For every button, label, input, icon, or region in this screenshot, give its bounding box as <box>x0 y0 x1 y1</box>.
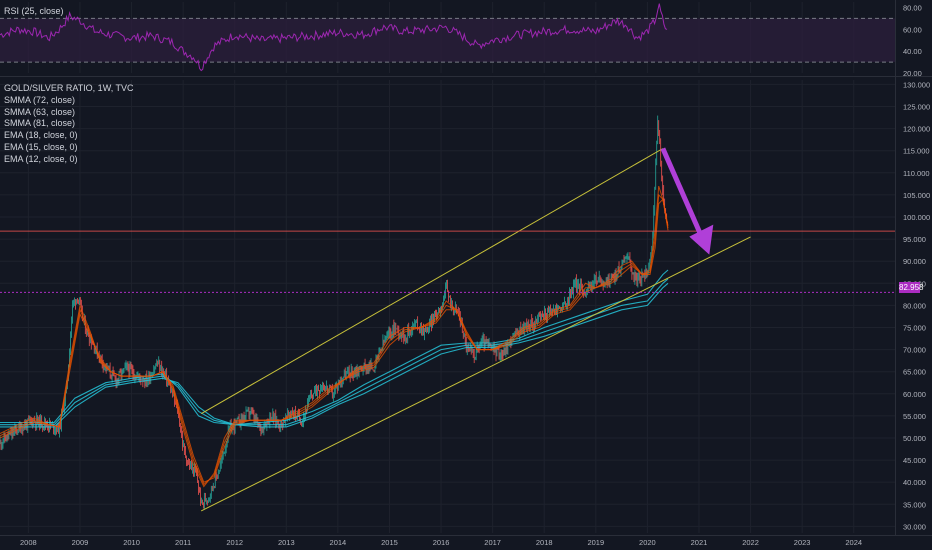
y-tick-label: 35.000 <box>903 500 926 509</box>
legend-smma-72: SMMA (72, close) <box>4 94 76 105</box>
y-tick-label: 30.000 <box>903 522 926 531</box>
projection-arrow-head <box>689 224 714 255</box>
x-tick-label: 2019 <box>587 538 604 547</box>
y-tick-label: 70.000 <box>903 346 926 355</box>
x-tick-label: 2021 <box>691 538 708 547</box>
x-tick-label: 2008 <box>20 538 37 547</box>
x-tick-label: 2014 <box>330 538 347 547</box>
y-tick-label: 125.000 <box>903 103 930 112</box>
rsi-tick-label: 40.00 <box>903 47 922 56</box>
y-tick-label: 115.000 <box>903 147 930 156</box>
x-tick-label: 2022 <box>742 538 759 547</box>
projection-arrow-shaft <box>660 147 706 242</box>
axes: 130.000 125.000 120.000 115.000 110.000 105.0… <box>20 3 930 547</box>
rsi-tick-label: 60.00 <box>903 25 922 34</box>
legend-ema-15: EMA (15, close, 0) <box>4 141 78 152</box>
x-tick-label: 2012 <box>226 538 243 547</box>
rsi-tick-label: 20.00 <box>903 69 922 78</box>
price-panel <box>0 115 895 512</box>
x-tick-label: 2023 <box>794 538 811 547</box>
legend-ema-18: EMA (18, close, 0) <box>4 130 78 141</box>
current-price-label: 82.958 <box>899 282 924 293</box>
x-tick-label: 2010 <box>123 538 140 547</box>
y-tick-label: 50.000 <box>903 434 926 443</box>
y-tick-label: 60.000 <box>903 390 926 399</box>
x-tick-label: 2009 <box>72 538 89 547</box>
x-tick-label: 2016 <box>433 538 450 547</box>
x-tick-label: 2024 <box>845 538 862 547</box>
x-tick-label: 2011 <box>175 538 191 547</box>
x-tick-label: 2018 <box>536 538 553 547</box>
legend-smma-81: SMMA (81, close) <box>4 118 76 129</box>
y-tick-label: 80.000 <box>903 301 926 310</box>
rsi-line <box>0 3 668 72</box>
y-tick-label: 105.000 <box>903 191 930 200</box>
x-tick-label: 2017 <box>484 538 501 547</box>
y-tick-label: 40.000 <box>903 478 926 487</box>
rsi-panel <box>0 3 895 72</box>
rsi-legend: RSI (25, close) <box>4 6 64 16</box>
y-tick-label: 95.000 <box>903 235 926 244</box>
smma-line <box>0 278 669 426</box>
rsi-band <box>0 18 895 63</box>
channel-line-upper <box>200 148 664 415</box>
legend-smma-63: SMMA (63, close) <box>4 106 76 117</box>
smma-line <box>0 282 669 428</box>
ema-line <box>0 185 669 488</box>
y-tick-label: 90.000 <box>903 257 926 266</box>
legend-symbol: GOLD/SILVER RATIO, 1W, TVC <box>4 83 134 93</box>
y-tick-label: 100.000 <box>903 213 930 222</box>
x-tick-label: 2015 <box>381 538 398 547</box>
channel-line-lower <box>200 236 751 512</box>
y-tick-label: 65.000 <box>903 368 926 377</box>
y-tick-label: 110.000 <box>903 169 930 178</box>
y-tick-label: 45.000 <box>903 456 926 465</box>
y-tick-label: 55.000 <box>903 412 926 421</box>
x-tick-label: 2013 <box>278 538 295 547</box>
y-tick-label: 130.000 <box>903 80 930 89</box>
x-tick-label: 2020 <box>639 538 656 547</box>
y-tick-label: 120.000 <box>903 125 930 134</box>
legend-ema-12: EMA (12, close, 0) <box>4 153 78 164</box>
y-tick-label: 75.000 <box>903 323 926 332</box>
main-legend: GOLD/SILVER RATIO, 1W, TVC SMMA (72, clo… <box>4 83 134 166</box>
rsi-tick-label: 80.00 <box>903 3 922 12</box>
